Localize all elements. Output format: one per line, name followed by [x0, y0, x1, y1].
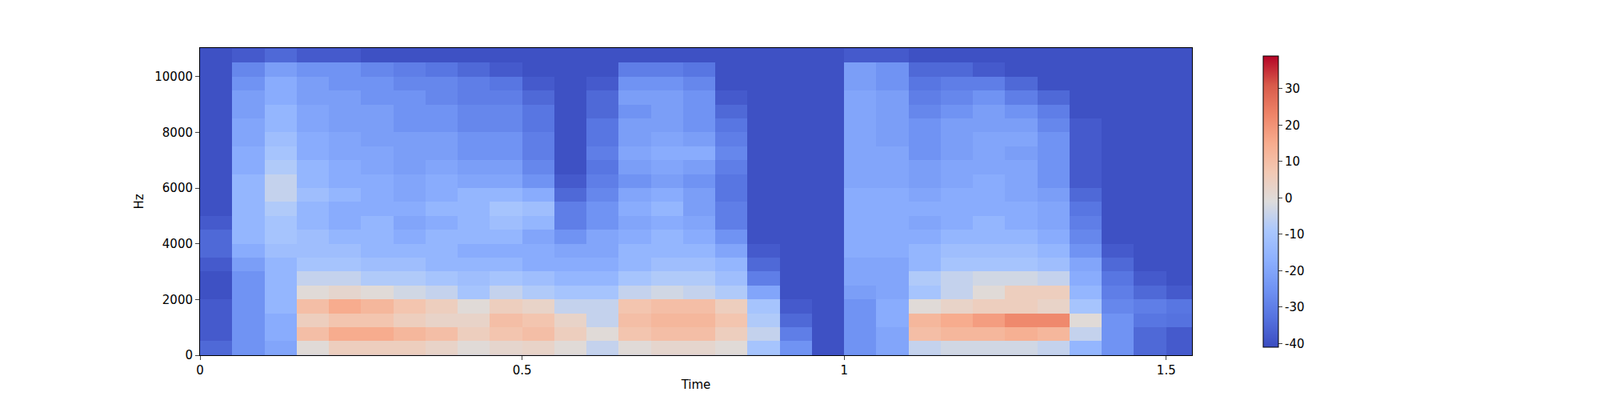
svg-text:10000: 10000 [154, 69, 193, 84]
svg-text:8000: 8000 [162, 125, 193, 140]
svg-text:Hz: Hz [132, 193, 147, 209]
svg-text:2000: 2000 [162, 292, 193, 308]
svg-text:Time: Time [680, 377, 712, 392]
svg-text:0: 0 [1284, 191, 1293, 206]
svg-text:-40: -40 [1284, 336, 1305, 352]
svg-text:4000: 4000 [162, 236, 193, 252]
svg-text:30: 30 [1284, 81, 1300, 96]
svg-text:-30: -30 [1284, 300, 1305, 315]
svg-text:1.5: 1.5 [1156, 363, 1176, 378]
svg-text:10: 10 [1284, 154, 1300, 169]
svg-text:0.5: 0.5 [512, 363, 532, 378]
svg-text:6000: 6000 [162, 180, 193, 196]
svg-text:0: 0 [184, 348, 193, 363]
svg-text:1: 1 [840, 363, 848, 378]
svg-text:-10: -10 [1284, 227, 1305, 242]
svg-text:20: 20 [1284, 118, 1300, 133]
svg-text:-20: -20 [1284, 264, 1305, 279]
svg-text:0: 0 [196, 363, 204, 378]
